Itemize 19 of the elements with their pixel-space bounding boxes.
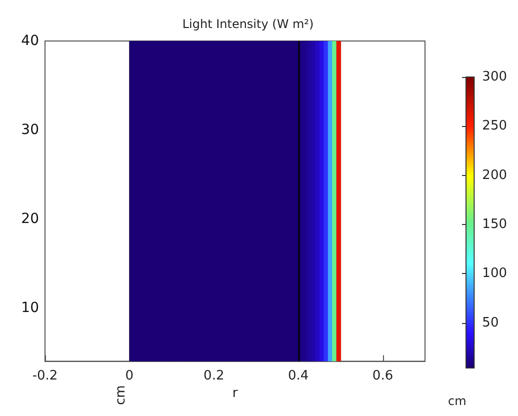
y-tick-label: 30 <box>21 122 39 138</box>
chart-title: Light Intensity (W m²) <box>182 17 314 31</box>
color-bar-label: 250 <box>482 118 508 134</box>
x-tick-label: -0.2 <box>32 368 58 384</box>
y-tick-label: 20 <box>21 210 39 227</box>
color-bar-label: 300 <box>482 70 508 84</box>
x-tick-label: 0.2 <box>204 368 224 384</box>
x-tick-label: 0.4 <box>288 368 309 384</box>
color-bar-label: 200 <box>482 168 508 183</box>
y-tick-label: 40 <box>21 33 39 49</box>
color-bar-label: 50 <box>482 315 499 330</box>
color-bar-label: 100 <box>482 266 508 282</box>
x-axis-title: r <box>232 386 238 402</box>
text: cm <box>448 394 466 408</box>
x-tick-label: 0.6 <box>372 368 394 384</box>
x-tick-label: 0 <box>125 368 134 384</box>
y-axis-title: cm <box>113 385 128 405</box>
y-tick-label: 10 <box>21 300 39 316</box>
color-bar-label: 150 <box>482 216 508 232</box>
